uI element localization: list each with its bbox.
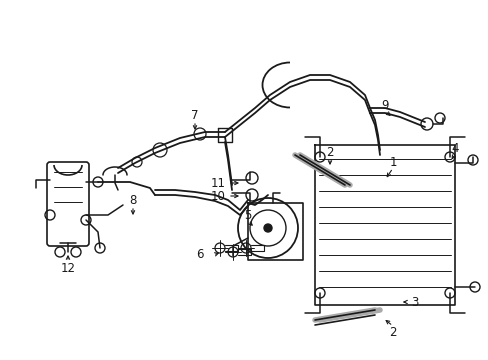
Text: 12: 12: [61, 261, 75, 274]
Text: 2: 2: [325, 145, 333, 158]
Text: 7: 7: [191, 108, 198, 122]
Circle shape: [264, 224, 271, 232]
Text: 6: 6: [196, 248, 203, 261]
Text: 11: 11: [210, 176, 225, 189]
Text: 4: 4: [450, 141, 458, 154]
Text: 1: 1: [388, 156, 396, 168]
Text: 3: 3: [410, 296, 418, 309]
Text: 5: 5: [244, 208, 251, 221]
Text: 10: 10: [210, 189, 225, 202]
Text: 9: 9: [381, 99, 388, 112]
Text: 8: 8: [129, 194, 137, 207]
Text: 2: 2: [388, 325, 396, 338]
